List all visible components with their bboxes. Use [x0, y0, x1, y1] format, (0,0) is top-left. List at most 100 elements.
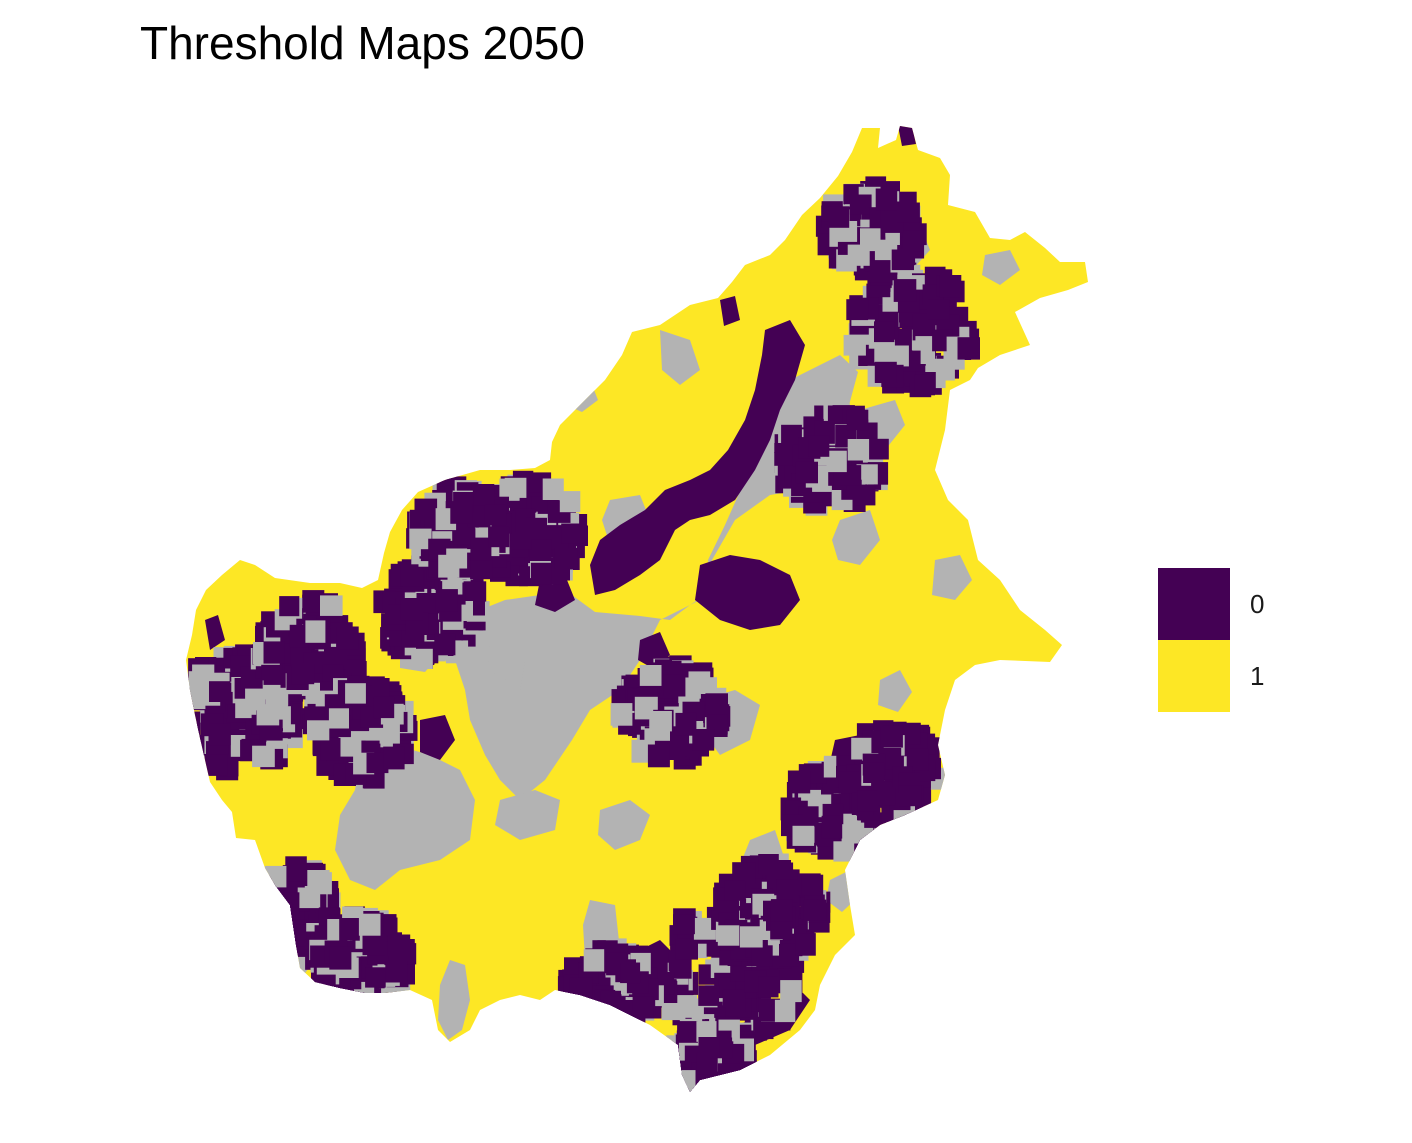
raster-speck	[236, 902, 259, 923]
raster-speck	[647, 744, 670, 768]
raster-speck	[899, 785, 922, 807]
raster-speck	[470, 558, 493, 580]
raster-speck	[367, 678, 390, 699]
raster-speck	[291, 663, 315, 685]
raster-speck	[186, 711, 201, 735]
raster-speck	[307, 720, 330, 741]
raster-speck	[768, 860, 791, 882]
raster-speck	[568, 999, 590, 1021]
raster-speck	[705, 693, 728, 714]
raster-speck	[716, 1084, 737, 1092]
raster-speck	[373, 696, 395, 719]
raster-speck	[565, 999, 586, 1021]
raster-speck	[957, 337, 980, 360]
legend-swatch-zero	[1158, 568, 1230, 640]
raster-speck	[853, 484, 876, 506]
raster-speck	[266, 922, 290, 946]
raster-speck	[209, 681, 231, 702]
raster-speck	[846, 299, 869, 321]
raster-speck	[610, 703, 633, 726]
raster-speck	[463, 581, 487, 602]
raster-speck	[776, 879, 799, 903]
raster-speck	[716, 1072, 737, 1092]
raster-speck	[758, 998, 780, 1022]
raster-speck	[188, 671, 211, 694]
raster-speck	[866, 438, 889, 460]
raster-speck	[700, 1076, 722, 1092]
raster-speck	[717, 925, 740, 946]
raster-speck	[893, 279, 917, 302]
raster-speck	[261, 910, 284, 934]
raster-speck	[770, 899, 793, 922]
raster-speck	[411, 648, 433, 669]
raster-speck	[803, 899, 827, 921]
raster-speck	[238, 887, 260, 910]
map-raster	[186, 126, 1088, 1092]
raster-speck	[245, 916, 267, 938]
raster-speck	[675, 938, 698, 960]
raster-speck	[828, 206, 850, 228]
raster-speck	[577, 997, 598, 1021]
raster-speck	[649, 720, 670, 741]
raster-speck	[770, 917, 793, 940]
raster-speck	[622, 1018, 644, 1042]
raster-speck	[792, 825, 815, 846]
raster-speck	[365, 967, 386, 988]
raster-speck	[583, 1013, 606, 1034]
raster-speck	[669, 1070, 693, 1092]
raster-speck	[526, 517, 547, 539]
raster-speck	[379, 722, 400, 744]
raster-speck	[607, 1009, 628, 1032]
raster-speck	[583, 949, 605, 972]
raster-speck	[606, 1018, 628, 1040]
raster-speck	[238, 889, 262, 910]
raster-speck	[874, 361, 897, 383]
raster-speck	[263, 641, 285, 664]
raster-speck	[572, 1013, 593, 1034]
raster-speck	[939, 275, 962, 298]
raster-speck	[821, 815, 843, 839]
raster-speck	[663, 674, 686, 697]
raster-speck	[277, 892, 300, 915]
raster-speck	[383, 746, 405, 770]
raster-speck	[739, 926, 763, 948]
raster-speck	[891, 249, 914, 271]
raster-speck	[847, 439, 870, 461]
raster-speck	[272, 943, 295, 965]
raster-speck	[780, 980, 802, 1003]
raster-speck	[708, 1086, 731, 1092]
raster-speck	[795, 461, 818, 484]
raster-speck	[874, 321, 895, 343]
raster-speck	[716, 1077, 740, 1092]
raster-speck	[240, 891, 264, 912]
raster-speck	[438, 554, 460, 578]
raster-speck	[579, 1008, 602, 1032]
raster-speck	[603, 1022, 626, 1044]
raster-speck	[838, 771, 860, 794]
raster-speck	[554, 548, 578, 570]
raster-speck	[586, 1009, 607, 1030]
raster-speck	[208, 723, 231, 746]
raster-speck	[849, 194, 872, 215]
raster-speck	[320, 595, 343, 616]
raster-speck	[268, 927, 290, 948]
raster-speck	[251, 892, 272, 914]
raster-speck	[305, 620, 326, 643]
raster-speck	[270, 902, 293, 925]
raster-speck	[880, 727, 903, 748]
raster-speck	[314, 974, 336, 997]
raster-speckle	[186, 176, 980, 1092]
raster-speck	[639, 665, 662, 686]
raster-speck	[808, 435, 830, 457]
raster-speck	[471, 484, 495, 505]
raster-speck	[245, 879, 266, 903]
raster-speck	[586, 1001, 607, 1024]
raster-speck	[261, 918, 282, 940]
raster-speck	[252, 745, 275, 768]
raster-speck	[258, 936, 281, 959]
raster-speck	[698, 985, 720, 1006]
raster-speck	[267, 937, 290, 960]
raster-speck	[362, 933, 386, 956]
raster-speck	[186, 725, 199, 748]
raster-speck	[253, 912, 275, 936]
